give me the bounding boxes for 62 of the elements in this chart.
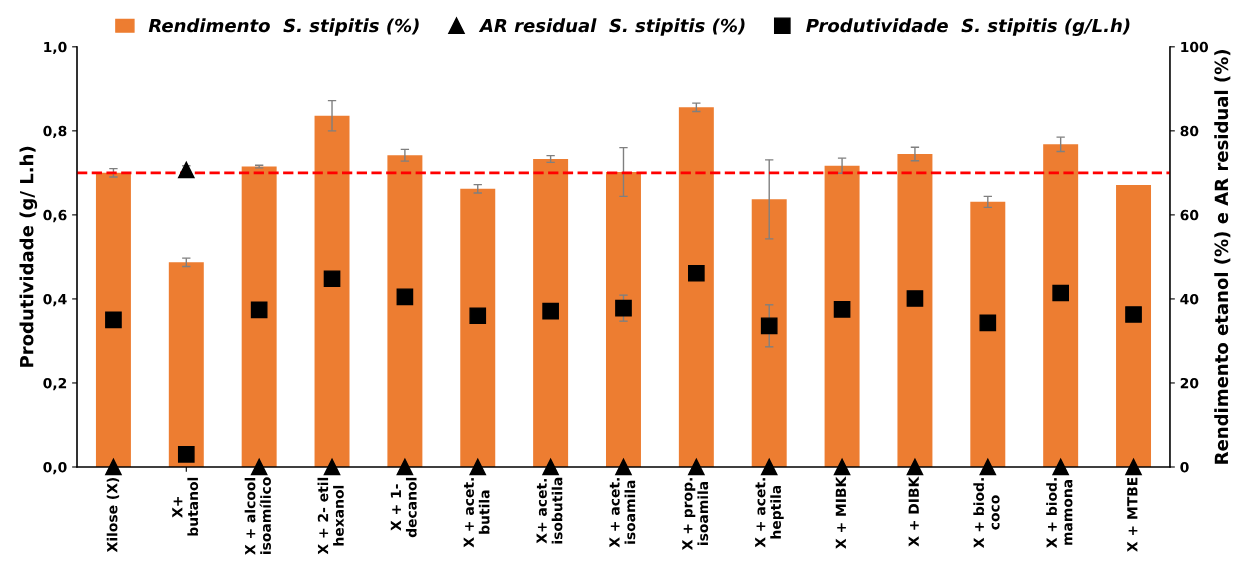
x-tick-label: X+ butanol	[172, 477, 199, 536]
x-tick-label: X + biod. coco	[973, 478, 1000, 548]
y2-tick-label: 40	[1180, 293, 1199, 305]
legend-label: Produtividade S. stipitis (g/L.h)	[806, 18, 1130, 36]
y-tick-label: 1,0	[44, 41, 67, 55]
x-tick-label: X + DIBK	[908, 476, 919, 547]
point	[688, 264, 705, 282]
y2-axis-title: Rendimento etanol (%) e AR residual (%)	[1214, 50, 1231, 464]
bar	[606, 172, 641, 467]
y-tick-label: 0,2	[43, 377, 67, 391]
x-tick-label: Xilose (X)	[106, 477, 120, 553]
x-tick-label: X + 1- decanol	[390, 477, 417, 538]
x-tick-label: X + MIBK	[835, 476, 846, 549]
y2-tick-label: 100	[1181, 41, 1209, 53]
point	[250, 301, 268, 319]
bar	[970, 201, 1006, 467]
point	[177, 446, 195, 463]
bar	[241, 166, 277, 467]
x-tick-label: X+ acet. isobutila	[536, 477, 563, 544]
y-tick-label: 0,8	[43, 125, 67, 139]
y2-tick-label: 20	[1180, 377, 1199, 389]
bar	[168, 262, 204, 467]
y2-tick-label: 0	[1180, 461, 1189, 473]
x-tick-label: X + acet. heptila	[755, 478, 784, 548]
bar	[751, 199, 787, 467]
point	[469, 307, 487, 325]
bar	[897, 153, 933, 467]
bar	[387, 155, 423, 467]
point	[1125, 306, 1142, 323]
x-tick-label: X + biod. mamona	[1046, 478, 1073, 548]
point	[1052, 284, 1070, 302]
point	[615, 299, 632, 317]
x-tick-label: X + alcool isoamílico	[244, 477, 271, 555]
legend-label: AR residual S. stipitis (%)	[478, 18, 745, 36]
y-tick-label: 0,4	[43, 293, 67, 307]
x-tick-label: X + 2- etil hexanol	[317, 477, 344, 555]
y2-tick-label: 80	[1180, 125, 1199, 137]
bar	[1116, 185, 1152, 467]
x-tick-label: X + acet. butila	[463, 478, 490, 548]
point	[323, 270, 341, 288]
bar	[314, 115, 350, 467]
point	[542, 302, 559, 320]
x-tick-label: X + MTBE	[1127, 477, 1138, 552]
x-tick-label: X + acet. isoamila	[609, 478, 636, 548]
y-tick-label: 0,6	[43, 209, 67, 223]
point	[906, 290, 924, 307]
point	[396, 288, 414, 306]
bar	[824, 165, 860, 467]
point	[760, 317, 778, 335]
point	[105, 311, 122, 329]
bar	[1043, 144, 1079, 467]
bar	[95, 172, 131, 467]
bar	[678, 107, 714, 467]
bar	[460, 188, 496, 467]
y-axis-title: Produtividade (g/ L.h)	[19, 146, 38, 367]
bar	[533, 159, 569, 467]
point	[979, 314, 997, 332]
legend-label: Rendimento S. stipitis (%)	[148, 18, 419, 36]
y-tick-label: 0,0	[43, 461, 67, 475]
y2-tick-label: 60	[1180, 209, 1199, 221]
x-tick-label: X + prop. isoamila	[682, 478, 709, 551]
point	[833, 301, 851, 318]
